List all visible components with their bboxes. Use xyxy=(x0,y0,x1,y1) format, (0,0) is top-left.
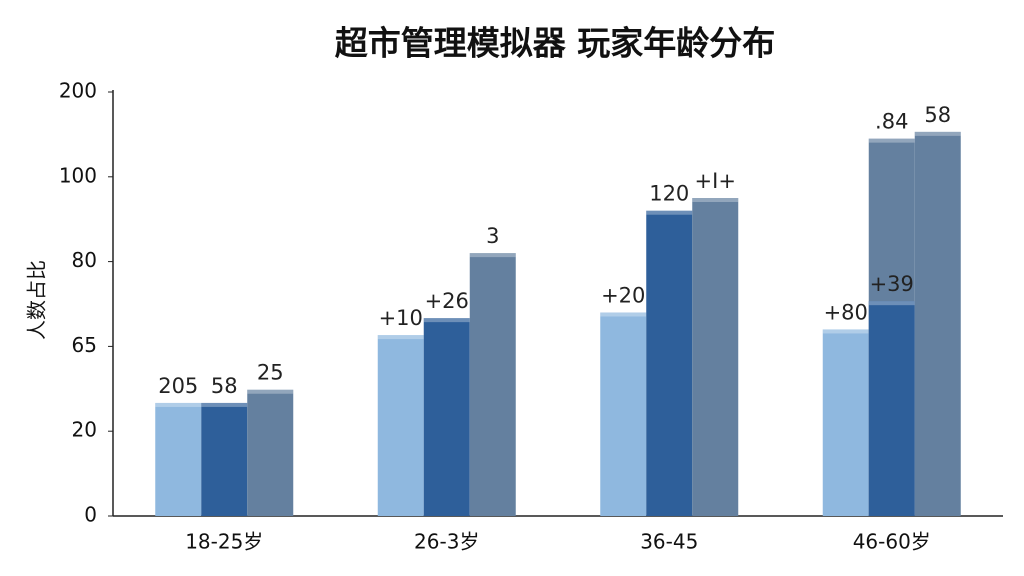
bar xyxy=(423,318,470,516)
y-tick-label: 0 xyxy=(84,503,97,527)
bar-cap xyxy=(423,318,470,323)
bar-label: .84 xyxy=(875,110,908,134)
y-tick-label: 20 xyxy=(72,418,97,442)
bar-cap xyxy=(868,301,915,306)
bar-cap xyxy=(868,138,915,143)
bar xyxy=(155,402,202,516)
bar-cap xyxy=(155,402,202,407)
bar-cap xyxy=(822,329,869,334)
y-tick-label: 200 xyxy=(59,79,97,103)
bar-label: +20 xyxy=(601,283,645,307)
x-tick-label: 18-25岁 xyxy=(185,530,263,554)
bar-cap xyxy=(646,210,693,215)
bar xyxy=(692,198,739,516)
bar xyxy=(868,301,915,516)
bar xyxy=(646,210,693,516)
bar-cap xyxy=(201,402,248,407)
bar-cap xyxy=(600,312,647,317)
y-tick-label: 80 xyxy=(72,248,97,272)
x-tick-label: 36-45 xyxy=(640,530,698,554)
bar xyxy=(377,335,424,516)
x-tick-label: 26-3岁 xyxy=(414,530,479,554)
bar xyxy=(247,389,294,516)
y-axis-label: 人数占比 xyxy=(25,260,49,340)
bar-label: +26 xyxy=(425,289,469,313)
bar-cap xyxy=(377,335,424,340)
bar-label: 120 xyxy=(649,182,689,206)
bar-label: +80 xyxy=(824,300,868,324)
bar xyxy=(201,402,248,516)
y-tick-label: 65 xyxy=(72,333,97,357)
bar-label: +10 xyxy=(379,306,423,330)
bar-label: 205 xyxy=(158,374,198,398)
bar-cap xyxy=(914,131,961,136)
bar-cap xyxy=(469,253,516,258)
bar-label: 58 xyxy=(211,374,238,398)
y-tick-label: 100 xyxy=(59,163,97,187)
bar-label: +I+ xyxy=(695,169,736,193)
bar-label: +39 xyxy=(870,272,914,296)
bar xyxy=(600,312,647,516)
chart-title: 超市管理模拟器 玩家年龄分布 xyxy=(335,24,776,63)
bar-label: 58 xyxy=(924,103,951,127)
x-tick-label: 46-60岁 xyxy=(853,530,931,554)
bar xyxy=(822,329,869,516)
bar-cap xyxy=(247,389,294,394)
bar-label: 3 xyxy=(486,224,499,248)
bar-label: 25 xyxy=(257,361,284,385)
bar-cap xyxy=(692,198,739,202)
bar xyxy=(469,253,516,516)
bar xyxy=(914,131,961,516)
